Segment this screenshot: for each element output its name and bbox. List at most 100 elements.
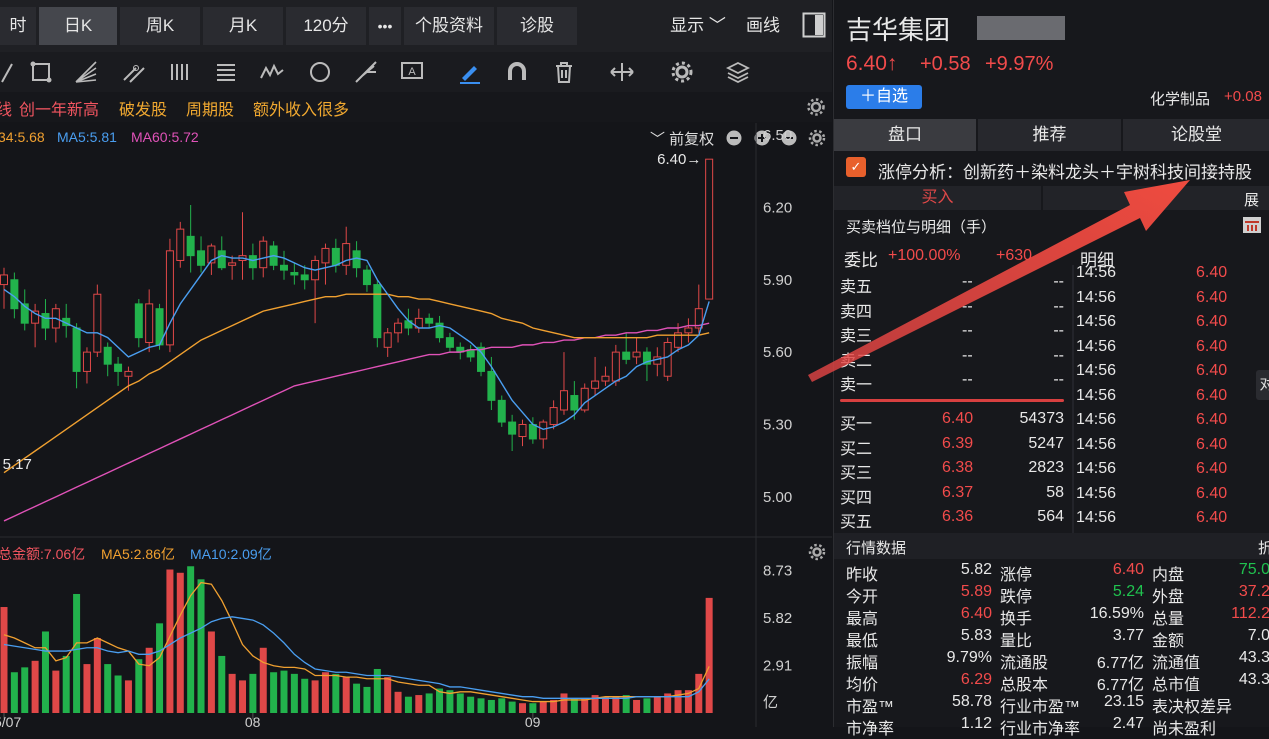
volume-bar (114, 675, 122, 713)
tab-monthly-k[interactable]: 月K (203, 7, 283, 45)
panel-toggle-icon[interactable] (802, 12, 826, 38)
text-box-tool-icon[interactable]: A (398, 58, 426, 86)
sell-level-row[interactable]: 卖四 -- -- (834, 296, 1066, 321)
volume-settings-icon[interactable] (808, 543, 826, 561)
trade-row: 14:56 6.40 (1074, 385, 1269, 409)
tab-time[interactable]: 时 (0, 7, 36, 45)
quote-row: 今开 5.89 跌停 5.24 外盘 37.2 (834, 582, 1269, 606)
text-lines-tool-icon[interactable] (212, 58, 240, 86)
tab-recommend[interactable]: 推荐 (978, 119, 1122, 151)
tag-item[interactable]: 创一年新高 (19, 102, 100, 119)
fork-tool-icon[interactable] (352, 58, 380, 86)
fan-tool-icon[interactable] (72, 58, 100, 86)
sell-level-row[interactable]: 卖三 -- -- (834, 320, 1066, 345)
tag-item[interactable]: 周期股 (186, 102, 235, 119)
bars-tool-icon[interactable] (166, 58, 194, 86)
quote-v3: 43.3 (1238, 649, 1269, 666)
buy-level-row[interactable]: 买四 6.37 58 (834, 482, 1066, 507)
quote-l3: 表决权差异 (1152, 699, 1233, 716)
rect-tool-icon[interactable] (28, 58, 56, 86)
sector-name[interactable]: 化学制品 (1150, 91, 1211, 108)
trade-time: 14:56 (1076, 509, 1117, 526)
tab-forum[interactable]: 论股堂 (1123, 119, 1269, 151)
buy-level-row[interactable]: 买五 6.36 564 (834, 506, 1066, 531)
quote-v2: 3.77 (1112, 627, 1144, 644)
tab-weekly-k[interactable]: 周K (120, 7, 200, 45)
volume-bar (207, 631, 215, 713)
candle (342, 226, 351, 275)
buy-label: 买一 (840, 416, 873, 433)
zoom-in-icon[interactable] (754, 130, 770, 146)
tab-diagnosis[interactable]: 诊股 (497, 7, 577, 45)
quotes-fold-button[interactable]: 折 (1258, 540, 1269, 557)
trade-price: 6.40 (1196, 362, 1228, 379)
volume-bar (239, 680, 247, 713)
tab-120min[interactable]: 120分 (286, 7, 366, 45)
volume-bar (10, 672, 18, 713)
pen-tool-icon[interactable] (456, 58, 484, 86)
volume-bar (477, 698, 485, 713)
volume-bar (93, 638, 101, 713)
tab-order-book[interactable]: 盘口 (834, 119, 977, 151)
candle (114, 356, 123, 386)
expand-label[interactable]: 展 (1244, 192, 1260, 209)
tab-daily-k[interactable]: 日K (39, 7, 117, 45)
buy-vol: 564 (1037, 508, 1064, 525)
sell-level-row[interactable]: 卖二 -- -- (834, 345, 1066, 370)
tag-item[interactable]: 线 (0, 102, 13, 119)
stock-name: 吉华集团 (846, 15, 951, 45)
buy-level-row[interactable]: 买二 6.39 5247 (834, 433, 1066, 458)
quote-l3: 金额 (1152, 633, 1185, 650)
channel-tool-icon[interactable] (120, 58, 148, 86)
buy-level-row[interactable]: 买三 6.38 2823 (834, 457, 1066, 482)
wave-tool-icon[interactable] (258, 58, 286, 86)
circle-tool-icon[interactable] (306, 58, 334, 86)
volume-bar (21, 667, 29, 713)
line-tool-icon[interactable] (0, 58, 28, 86)
magnet-icon[interactable] (503, 58, 531, 86)
side-popup-button[interactable]: 对 (1256, 370, 1269, 400)
chart-settings-icon[interactable] (808, 129, 826, 147)
trade-time: 14:56 (1076, 460, 1117, 477)
gear-icon[interactable] (668, 58, 696, 86)
tab-more[interactable]: ••• (369, 7, 401, 45)
settings-gear-icon[interactable] (806, 97, 826, 117)
sell-level-row[interactable]: 卖五 -- -- (834, 271, 1066, 296)
candle (31, 303, 40, 348)
quote-v2: 2.47 (1112, 715, 1144, 732)
candle (508, 414, 517, 451)
quote-l3: 内盘 (1152, 567, 1185, 584)
add-watchlist-button[interactable]: ＋自选 (846, 85, 922, 109)
sell-level-row[interactable]: 卖一 -- -- (834, 369, 1066, 394)
volume-bar (684, 690, 692, 713)
trade-time: 14:56 (1076, 484, 1117, 502)
trade-price: 6.40 (1196, 484, 1228, 502)
shrink-icon[interactable] (781, 130, 797, 146)
kline-chart-area[interactable]: 34:5.68 MA5:5.81 MA60:5.72 ﹀ 前复权 6.50 6.2… (0, 123, 832, 727)
resize-icon[interactable] (608, 58, 636, 86)
limit-up-analysis[interactable]: 涨停分析：创新药＋染料龙头＋宇树科技间接持股 (878, 163, 1252, 182)
volume-bar (187, 566, 195, 713)
quote-l2: 涨停 (1000, 567, 1033, 584)
layers-icon[interactable] (724, 58, 752, 86)
trade-row: 14:56 6.40 (1074, 458, 1269, 482)
display-dropdown[interactable]: 显示 ﹀ (670, 16, 726, 35)
weibi-label: 委比 (844, 251, 878, 270)
zoom-out-icon[interactable] (726, 130, 742, 146)
orderbook-mode-icon[interactable] (1242, 216, 1262, 234)
buy-level-row[interactable]: 买一 6.40 54373 (834, 408, 1066, 433)
trash-icon[interactable] (550, 58, 578, 86)
adjust-dropdown[interactable]: ﹀ 前复权 (650, 131, 715, 148)
tab-stock-profile[interactable]: 个股资料 (404, 7, 494, 45)
draw-line-button[interactable]: 画线 (746, 16, 780, 35)
quote-l2: 行业市净率 (1000, 721, 1081, 738)
tag-item[interactable]: 额外收入很多 (253, 102, 350, 119)
volume-tick-label: 8.73 (763, 563, 792, 580)
trade-price: 6.40 (1196, 337, 1228, 355)
sell-tab[interactable] (1043, 186, 1269, 210)
buy-tab[interactable]: 买入 (834, 186, 1041, 210)
quote-v1: 1.12 (960, 715, 992, 732)
volume-bar (508, 701, 516, 713)
quote-l1: 市净率 (846, 721, 895, 738)
tag-item[interactable]: 破发股 (119, 102, 168, 119)
